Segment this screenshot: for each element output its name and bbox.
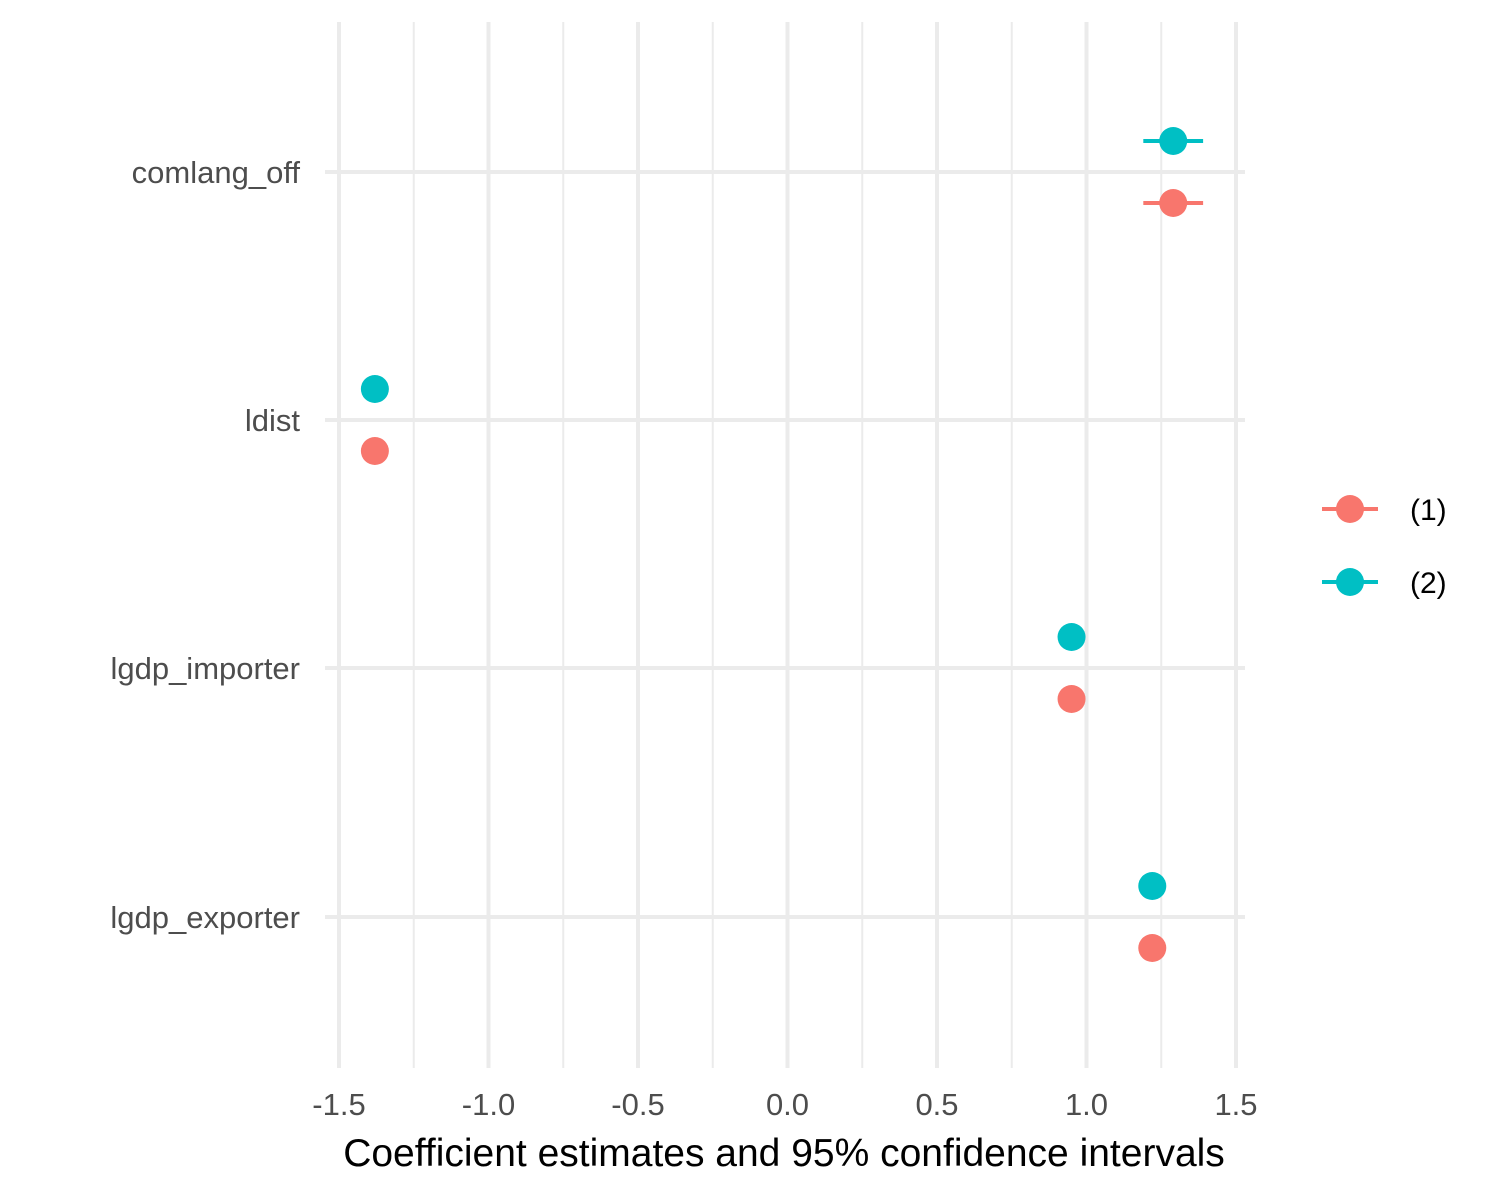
x-tick-label: 0.0 [766, 1087, 809, 1122]
x-tick-label: -1.5 [312, 1087, 365, 1122]
data-marks [360, 127, 1204, 962]
legend-label: (2) [1410, 567, 1447, 600]
y-tick-label: ldist [245, 403, 301, 438]
y-tick-label: lgdp_exporter [110, 900, 300, 935]
major-gridlines [325, 22, 1245, 1068]
legend-key-point [1336, 568, 1364, 596]
legend-key-point [1336, 495, 1364, 523]
x-axis-title: Coefficient estimates and 95% confidence… [343, 1132, 1225, 1175]
coefficient-point [1057, 685, 1086, 713]
x-tick-label: -1.0 [462, 1087, 515, 1122]
x-tick-label: 0.5 [915, 1087, 958, 1122]
coefficient-point [360, 375, 389, 403]
coefficient-point [1057, 623, 1086, 651]
x-tick-label: -0.5 [611, 1087, 664, 1122]
coefficient-point [360, 437, 389, 465]
coefficient-point [1138, 934, 1167, 962]
x-axis-tick-labels: -1.5 -1.0 -0.5 0.0 0.5 1.0 1.5 [312, 1087, 1257, 1122]
legend: (1) (2) [1322, 494, 1447, 600]
coefficient-point [1138, 872, 1167, 900]
x-tick-label: 1.5 [1214, 1087, 1257, 1122]
legend-label: (1) [1410, 494, 1447, 527]
x-tick-label: 1.0 [1065, 1087, 1108, 1122]
coefficient-point [1159, 189, 1188, 217]
y-tick-label: lgdp_importer [110, 651, 300, 686]
coefficient-point [1159, 127, 1188, 155]
y-tick-label: comlang_off [132, 155, 301, 190]
